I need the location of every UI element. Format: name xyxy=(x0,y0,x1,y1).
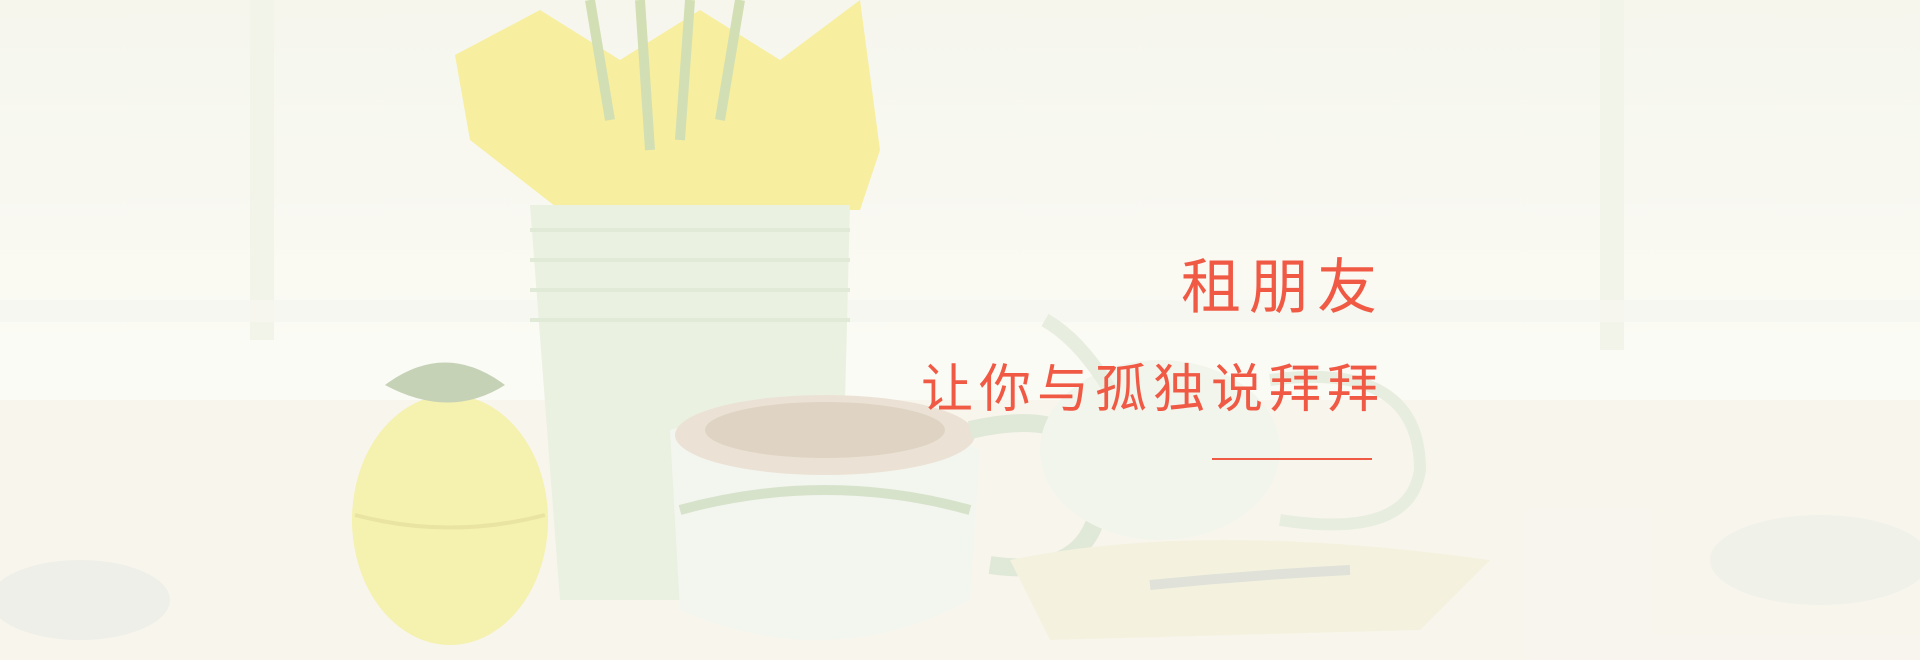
tablecloth-pattern xyxy=(1710,515,1920,605)
accent-underline xyxy=(1212,458,1372,460)
window-frame-right xyxy=(1600,0,1624,350)
doily xyxy=(1010,540,1490,640)
window-frame-left xyxy=(250,0,274,340)
window-sill xyxy=(0,300,1920,322)
lemon-jar xyxy=(352,362,548,645)
teapot xyxy=(1040,313,1427,540)
banner-headline: 租朋友 xyxy=(1181,253,1385,323)
banner-subline: 让你与孤独说拜拜 xyxy=(920,360,1385,420)
tablecloth-pattern xyxy=(0,560,170,640)
